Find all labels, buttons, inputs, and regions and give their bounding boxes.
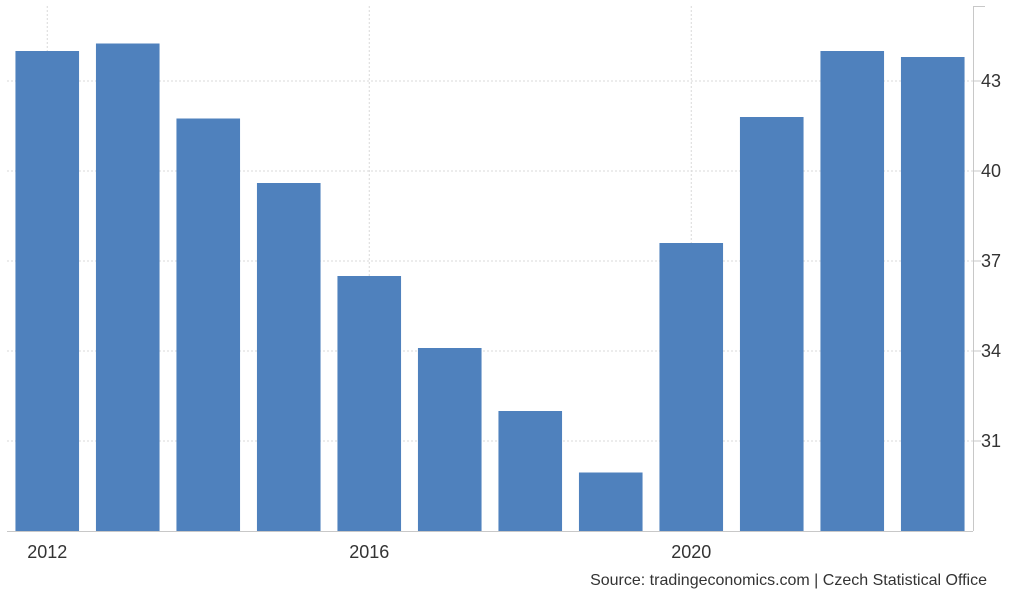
bar-2017: [417, 348, 482, 531]
tick-labels: 31 34 37 40 43 2012 2016 2020: [27, 71, 1001, 562]
bar-2021: [739, 117, 804, 531]
x-tick-label: 2016: [349, 542, 389, 562]
y-tick-label: 37: [981, 251, 1001, 271]
bar-2014: [176, 118, 241, 531]
source-label: Source: tradingeconomics.com | Czech Sta…: [590, 572, 987, 589]
bar-2016: [337, 276, 402, 531]
bar-2022: [820, 51, 885, 531]
bar-2012: [15, 51, 80, 531]
bar-2023: [900, 57, 965, 531]
bar-2015: [256, 183, 321, 531]
y-tick-label: 40: [981, 161, 1001, 181]
bar-2019: [578, 472, 643, 531]
y-tick-label: 31: [981, 431, 1001, 451]
y-tick-label: 34: [981, 341, 1001, 361]
bar-2013: [95, 43, 160, 531]
bar-2020: [659, 243, 724, 531]
bar-2018: [498, 411, 563, 531]
x-tick-label: 2020: [671, 542, 711, 562]
x-tick-label: 2012: [27, 542, 67, 562]
y-tick-label: 43: [981, 71, 1001, 91]
axes: [7, 6, 985, 532]
bars: [15, 43, 965, 531]
